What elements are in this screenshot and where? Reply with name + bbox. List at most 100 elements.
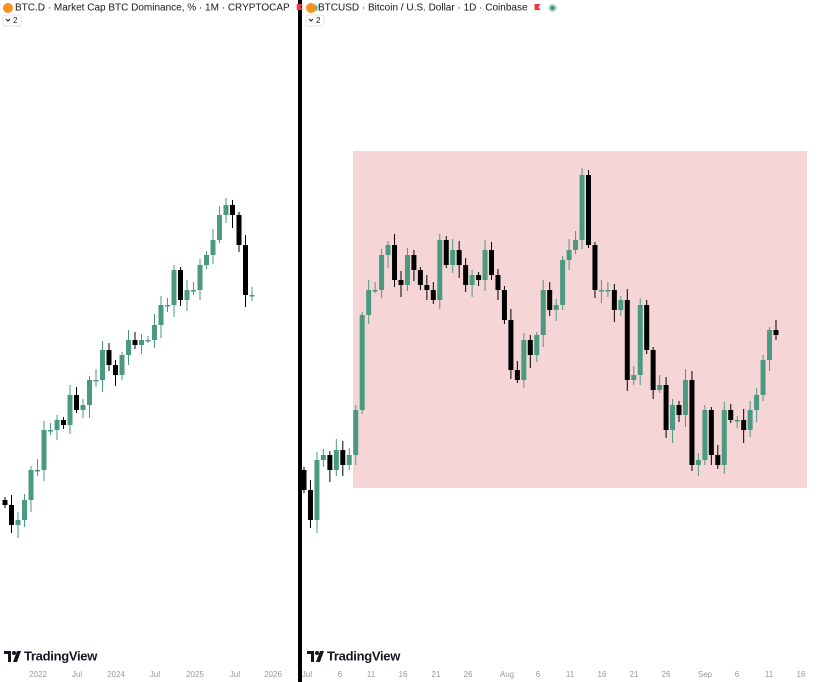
x-axis-label: 6 bbox=[536, 670, 541, 679]
candle-body bbox=[184, 290, 190, 300]
chevron bbox=[5, 18, 11, 22]
x-axis-label: Jul bbox=[150, 670, 160, 679]
candle-body bbox=[534, 335, 540, 355]
candle-body bbox=[585, 175, 591, 245]
candle-body bbox=[385, 245, 391, 255]
candle-body bbox=[663, 385, 669, 430]
logo-dot bbox=[315, 651, 319, 655]
candle-body bbox=[721, 410, 727, 465]
candle-body bbox=[74, 395, 79, 410]
candle-body bbox=[527, 340, 533, 355]
candle-body bbox=[327, 455, 333, 470]
symbol-icon bbox=[3, 3, 13, 13]
candle-body bbox=[734, 420, 740, 422]
candle-body bbox=[443, 240, 449, 265]
candle-body bbox=[359, 315, 365, 410]
candle-body bbox=[28, 470, 34, 500]
candle-body bbox=[9, 505, 14, 525]
x-axis-label: 2025 bbox=[186, 670, 204, 679]
candle-body bbox=[501, 290, 507, 320]
candle-body bbox=[598, 290, 604, 292]
candle-body bbox=[113, 365, 118, 375]
candle-body bbox=[747, 410, 753, 430]
candle-body bbox=[314, 460, 320, 520]
candle-body bbox=[695, 460, 701, 465]
x-axis-label: Jul bbox=[72, 670, 82, 679]
candle-body bbox=[489, 250, 495, 275]
candle-body bbox=[152, 325, 157, 340]
candle-body bbox=[171, 270, 177, 305]
candle-body bbox=[100, 350, 105, 380]
candle-body bbox=[54, 420, 60, 430]
candle-body bbox=[158, 305, 164, 325]
x-axis-label: 2026 bbox=[264, 670, 282, 679]
candle-body bbox=[760, 360, 766, 395]
x-axis-label: 16 bbox=[399, 670, 408, 679]
x-axis-label: 6 bbox=[338, 670, 343, 679]
candle-body bbox=[210, 240, 216, 255]
candle-body bbox=[618, 300, 624, 310]
candle-body bbox=[670, 405, 676, 430]
logo-text: TradingView bbox=[327, 648, 401, 663]
candle-body bbox=[637, 305, 643, 375]
candle-body bbox=[482, 250, 488, 280]
header-title: BTC.D · Market Cap BTC Dominance, % · 1M… bbox=[15, 3, 290, 14]
candle-body bbox=[650, 350, 656, 390]
candle-body bbox=[217, 215, 222, 240]
candle-body bbox=[592, 245, 598, 290]
candle-body bbox=[106, 350, 112, 365]
candle-body bbox=[476, 275, 482, 280]
candle-body bbox=[702, 410, 708, 460]
x-axis-label: 11 bbox=[566, 670, 575, 679]
candle-body bbox=[398, 280, 404, 285]
candle-body bbox=[178, 270, 183, 300]
badge-count: 2 bbox=[316, 16, 321, 25]
x-axis-label: 6 bbox=[735, 670, 740, 679]
x-axis-label: 16 bbox=[598, 670, 607, 679]
candle-body bbox=[437, 240, 443, 300]
candle-body bbox=[346, 455, 352, 465]
logo-mark bbox=[307, 651, 324, 662]
candle-body bbox=[540, 290, 546, 335]
candle-body bbox=[573, 240, 579, 250]
x-axis-label: 2024 bbox=[107, 670, 125, 679]
candle-body bbox=[741, 420, 747, 430]
candle-body bbox=[463, 265, 469, 285]
x-axis-label: 2022 bbox=[29, 670, 47, 679]
chevron bbox=[308, 18, 314, 22]
candle-body bbox=[708, 410, 714, 455]
candle-body bbox=[456, 250, 462, 265]
candle-body bbox=[715, 455, 721, 465]
candle-body bbox=[424, 285, 430, 290]
candle-body bbox=[754, 395, 760, 410]
candle-body bbox=[657, 385, 663, 390]
candle-body bbox=[35, 470, 40, 472]
candle-body bbox=[773, 330, 779, 335]
candle-body bbox=[353, 410, 359, 455]
candle-body bbox=[379, 255, 385, 290]
x-axis-label: 21 bbox=[432, 670, 441, 679]
x-axis-label: Aug bbox=[500, 670, 514, 679]
candle-body bbox=[204, 255, 209, 265]
candle-body bbox=[514, 370, 520, 380]
candle-body bbox=[682, 380, 688, 415]
candle-body bbox=[191, 290, 196, 292]
candle-body bbox=[22, 500, 27, 520]
x-axis-label: 26 bbox=[662, 670, 671, 679]
x-axis-label: 16 bbox=[797, 670, 806, 679]
x-axis-label: Sep bbox=[698, 670, 713, 679]
candle-body bbox=[469, 275, 475, 285]
candle-body bbox=[307, 490, 313, 520]
candle-body bbox=[301, 470, 307, 490]
candle-body bbox=[15, 520, 21, 525]
candle-body bbox=[139, 340, 144, 345]
candle-body bbox=[61, 420, 66, 425]
candle-body bbox=[579, 175, 585, 240]
candle-body bbox=[392, 245, 398, 280]
collapse-box bbox=[305, 14, 325, 27]
candle-body bbox=[333, 450, 339, 470]
candle-body bbox=[624, 300, 630, 380]
candle-body bbox=[236, 215, 242, 245]
candle-body bbox=[243, 245, 248, 295]
